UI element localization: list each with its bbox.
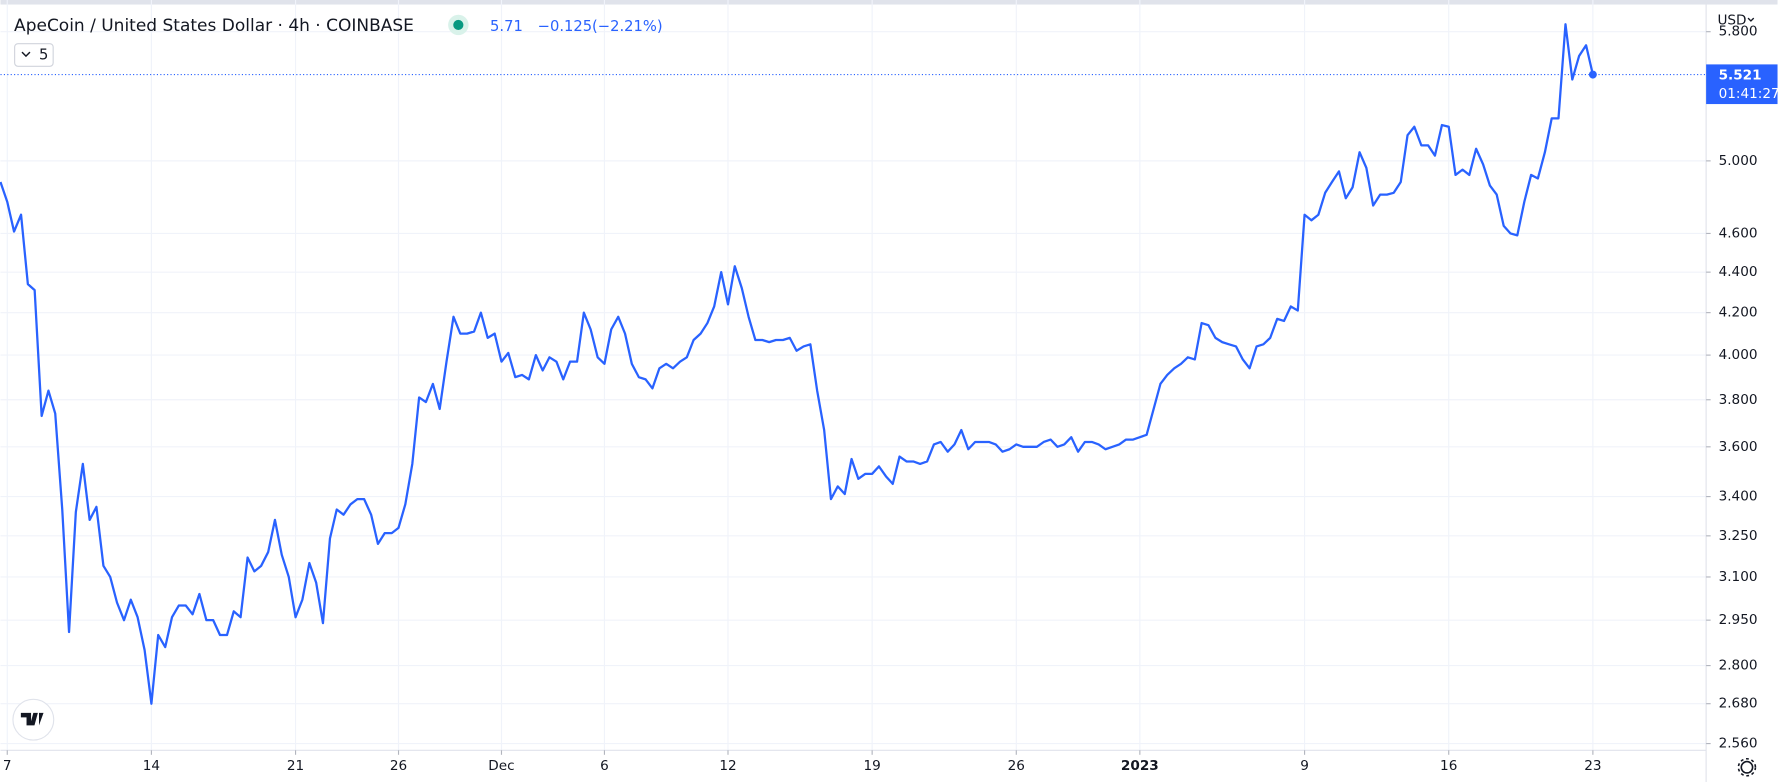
- x-tick-label: 23: [1584, 758, 1601, 774]
- symbol-title[interactable]: ApeCoin / United States Dollar · 4h · CO…: [14, 16, 414, 36]
- y-tick-label: 2.950: [1719, 612, 1758, 628]
- x-tick-label: 7: [3, 758, 12, 774]
- y-tick-label: 4.400: [1719, 264, 1758, 280]
- status-dot: [453, 19, 464, 31]
- logo-mark[interactable]: [20, 712, 44, 726]
- logo[interactable]: [12, 698, 55, 741]
- y-tick-label: 3.400: [1719, 489, 1758, 505]
- last-price-label: 5.521: [1719, 68, 1762, 84]
- y-tick-label: 3.800: [1719, 392, 1758, 408]
- x-tick-label: 2023: [1121, 758, 1159, 774]
- y-tick-label: 2.680: [1719, 696, 1758, 712]
- price-change: −0.125: [538, 18, 592, 35]
- toggle-chevron[interactable]: [21, 51, 31, 58]
- countdown: 01:41:27: [1719, 86, 1778, 102]
- y-tick-label: 3.250: [1719, 528, 1758, 544]
- y-tick-label: 5.800: [1719, 24, 1758, 40]
- y-tick-label: 3.100: [1719, 569, 1758, 585]
- y-tick-label: 4.200: [1719, 305, 1758, 321]
- toggle-box[interactable]: [14, 43, 54, 67]
- price-change-percent: (−2.21%): [592, 18, 663, 35]
- x-tick-label: 6: [600, 758, 609, 774]
- x-tick-label: 26: [390, 758, 407, 774]
- plot: [0, 23, 1707, 705]
- currency-chevron[interactable]: [1747, 17, 1755, 22]
- x-tick-label: 12: [719, 758, 736, 774]
- x-tick-label: 26: [1008, 758, 1025, 774]
- settings[interactable]: [1737, 757, 1757, 777]
- last-price-dot: [1588, 70, 1597, 79]
- x-tick-label: 19: [863, 758, 880, 774]
- x-tick-label: 16: [1440, 758, 1457, 774]
- y-tick-label: 2.800: [1719, 658, 1758, 674]
- x-tick-label: 9: [1300, 758, 1309, 774]
- last-price: 5.71: [490, 18, 523, 35]
- y-tick-label: 3.600: [1719, 439, 1758, 455]
- currency-selector[interactable]: USD: [1717, 12, 1746, 28]
- x-tick-label: 14: [143, 758, 160, 774]
- price-line: [0, 23, 1594, 705]
- top-border: [0, 0, 1778, 5]
- settings-gear[interactable]: [1740, 760, 1754, 774]
- x-tick-label: 21: [287, 758, 304, 774]
- last-price-tag: [1706, 64, 1778, 105]
- y-tick-label: 5.000: [1719, 153, 1758, 169]
- grid: [0, 0, 1707, 751]
- y-tick-label: 2.560: [1719, 736, 1758, 752]
- x-tick-label: Dec: [488, 758, 514, 774]
- price-axis: 2.560 2.680 2.800 2.950 3.100 3.250 3.400 3.600…: [1706, 24, 1778, 752]
- indicator-toggle[interactable]: 5: [14, 43, 54, 67]
- toggle-count[interactable]: 5: [39, 47, 48, 64]
- time-axis: 7 14 21 26 Dec 6 12 19 26 2023 9 16 23: [3, 750, 1602, 774]
- settings-teeth[interactable]: [1737, 757, 1757, 777]
- y-tick-label: 4.600: [1719, 225, 1758, 241]
- y-tick-label: 4.000: [1719, 347, 1758, 363]
